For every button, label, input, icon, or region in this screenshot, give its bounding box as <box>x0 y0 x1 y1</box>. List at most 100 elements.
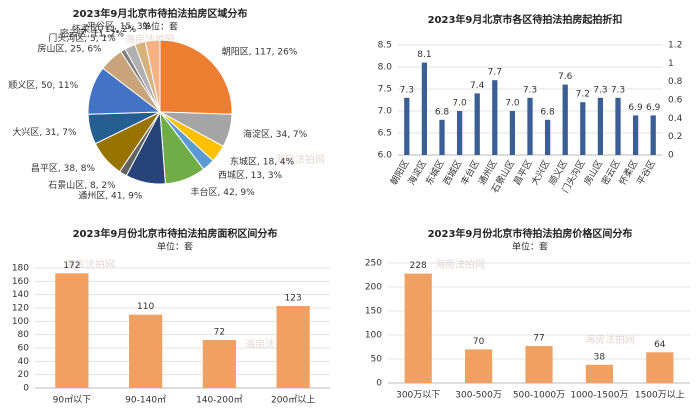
data-label: 7.3 <box>593 85 607 95</box>
data-label: 7.2 <box>576 90 590 100</box>
data-label: 123 <box>285 294 302 304</box>
slice-label: 通州区, 41, 9% <box>78 191 143 202</box>
y-tick-label: 120 <box>12 304 29 314</box>
slice-label: 昌平区, 38, 8% <box>31 163 96 174</box>
y-tick-label: 140 <box>12 290 29 300</box>
slice-label: 东城区, 18, 4% <box>230 155 295 167</box>
data-label: 7.3 <box>523 85 537 95</box>
data-label: 38 <box>594 352 606 362</box>
chart-subtitle: 单位：套 <box>512 241 548 253</box>
watermark: 海房法拍网 <box>585 333 635 346</box>
bar <box>562 84 568 155</box>
data-label: 7.6 <box>558 72 573 82</box>
chart-title: 2023年9月份北京市待拍法拍房价格区间分布 <box>428 227 633 240</box>
y-tick-label: 7.0 <box>378 107 393 117</box>
x-tick-label: 500-1000万 <box>513 391 565 401</box>
bar <box>646 352 674 383</box>
watermark: 海房法拍网 <box>435 258 485 271</box>
y-tick-label: 100 <box>365 331 382 341</box>
y-tick-label: 200 <box>365 283 382 293</box>
data-label: 72 <box>214 328 225 338</box>
data-label: 6.9 <box>646 103 661 113</box>
chart-subtitle: 单位：套 <box>157 241 193 253</box>
bar <box>544 119 551 155</box>
data-label: 172 <box>63 261 80 271</box>
chart-title: 2023年9月北京市待拍法拍房区域分布 <box>73 7 248 20</box>
x-tick-label: 200㎡以上 <box>271 395 315 406</box>
bar <box>585 364 613 383</box>
data-label: 7.3 <box>400 85 414 95</box>
bar <box>632 115 639 155</box>
y-tick-label: 100 <box>12 317 29 327</box>
y-tick-label: 0 <box>23 384 29 394</box>
slice-label: 海淀区, 34, 7% <box>243 128 308 140</box>
y-tick-label: 250 <box>365 259 382 269</box>
bar <box>492 80 498 155</box>
bar <box>597 97 604 155</box>
pie-slice <box>159 39 233 115</box>
data-label: 64 <box>654 340 666 350</box>
bar <box>202 340 236 388</box>
y-tick-label: 180 <box>12 264 29 274</box>
x-tick-label: 300万以下 <box>396 391 440 401</box>
slice-label: 丰台区, 42, 9% <box>191 186 256 198</box>
data-label: 6.9 <box>628 103 643 113</box>
slice-label: 房山区, 25, 6% <box>37 42 102 54</box>
bar <box>276 306 310 388</box>
bar <box>525 346 553 383</box>
data-label: 8.1 <box>417 50 431 60</box>
data-label: 6.8 <box>435 107 450 117</box>
chart-title: 2023年9月份北京市待拍法拍房面积区间分布 <box>73 227 278 240</box>
y2-tick-label: 0.2 <box>668 132 682 142</box>
y2-tick-label: 1.2 <box>668 41 682 51</box>
y2-tick-label: 0.6 <box>668 96 683 106</box>
y-tick-label: 6.5 <box>378 129 392 139</box>
slice-label: 密云区, 11, 2% <box>60 27 125 39</box>
bar <box>465 349 493 383</box>
data-label: 7.4 <box>470 81 485 91</box>
watermark: 海房法拍网 <box>275 153 325 166</box>
y-tick-label: 20 <box>18 370 30 380</box>
bar <box>615 97 621 155</box>
data-label: 110 <box>137 302 154 312</box>
x-tick-label: 300-500万 <box>455 391 502 401</box>
data-label: 77 <box>533 334 544 344</box>
y-tick-label: 160 <box>12 277 29 287</box>
bar <box>129 314 163 388</box>
data-label: 7.3 <box>611 85 625 95</box>
y-tick-label: 8.5 <box>378 41 392 51</box>
data-label: 70 <box>473 337 485 347</box>
x-tick-label: 90㎡以下 <box>53 395 91 406</box>
bar <box>456 111 463 155</box>
slice-label: 朝阳区, 117, 26% <box>222 47 298 58</box>
y-tick-label: 80 <box>18 330 30 340</box>
x-tick-label: 1000-1500万 <box>570 391 628 401</box>
slice-label: 门头沟区, 5, 1% <box>48 32 116 44</box>
bar <box>580 102 586 155</box>
bar <box>55 273 89 388</box>
y-tick-label: 8.0 <box>378 63 393 73</box>
bar <box>509 111 516 155</box>
y-tick-label: 60 <box>18 344 30 354</box>
data-label: 7.0 <box>452 99 467 109</box>
y2-tick-label: 1 <box>668 59 674 69</box>
bar <box>404 273 432 383</box>
data-label: 6.8 <box>540 107 555 117</box>
slice-label: 平谷区, 15, 3% <box>87 21 152 32</box>
x-tick-label: 平谷区 <box>635 158 658 187</box>
bar <box>474 93 480 155</box>
x-tick-label: 90-140㎡ <box>125 395 166 406</box>
y2-tick-label: 0.4 <box>668 114 683 124</box>
y2-tick-label: 0.8 <box>668 77 683 87</box>
x-tick-label: 140-200㎡ <box>196 395 243 406</box>
y-tick-label: 50 <box>371 355 383 365</box>
slice-label: 石景山区, 8, 2% <box>48 180 116 191</box>
pie-slice <box>144 39 161 113</box>
slice-label: 西城区, 13, 3% <box>218 170 283 181</box>
y-tick-label: 150 <box>365 307 382 317</box>
y-tick-label: 6.0 <box>378 151 393 161</box>
bar <box>404 97 410 155</box>
bar <box>650 115 656 155</box>
slice-label: 怀柔区, 11, 2% <box>72 23 137 35</box>
